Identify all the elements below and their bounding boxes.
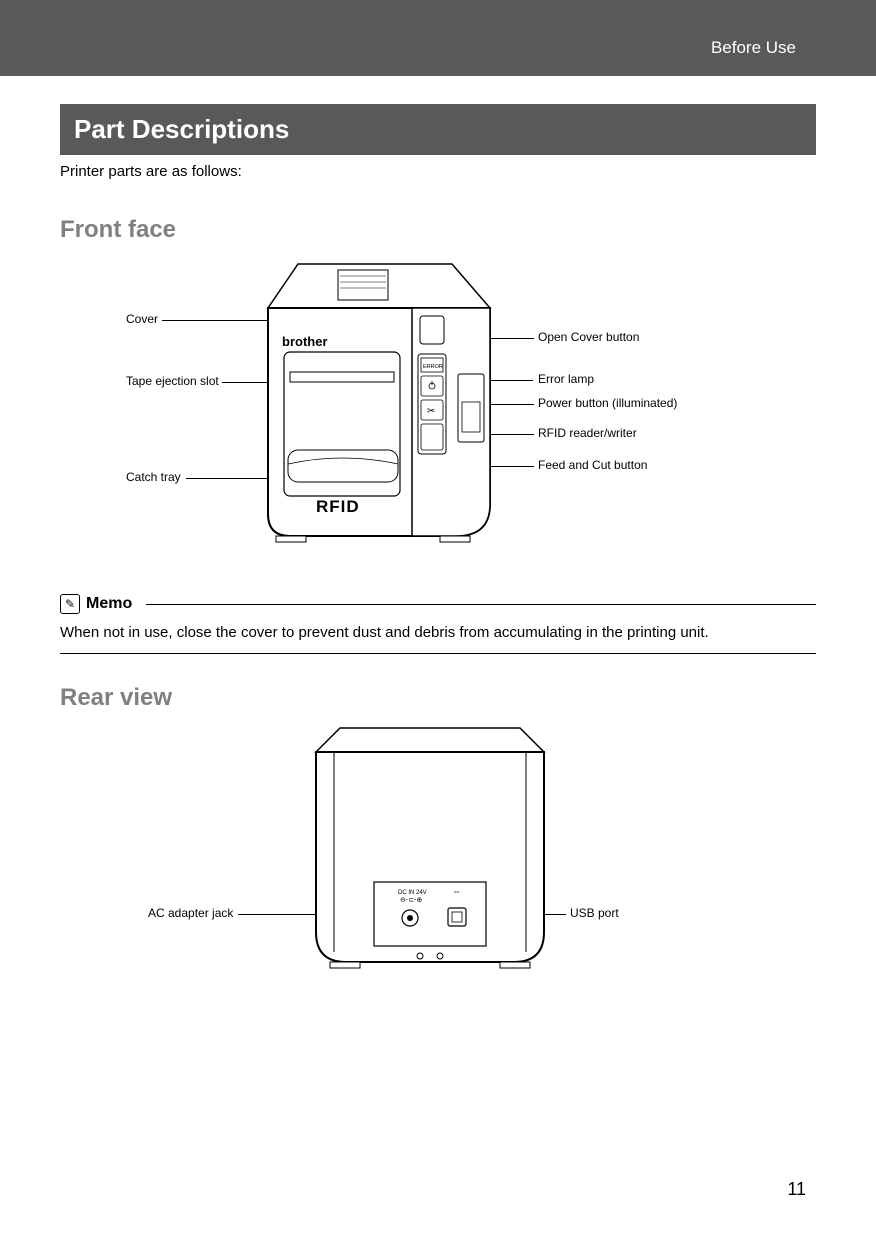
front-diagram: Cover Tape ejection slot Catch tray Open… — [60, 254, 816, 574]
page-header: Before Use — [0, 0, 876, 76]
svg-text:✂: ✂ — [427, 406, 435, 417]
svg-text:⇔: ⇔ — [452, 886, 461, 896]
intro-text: Printer parts are as follows: — [60, 163, 816, 180]
rfid-logo: RFID — [316, 497, 360, 516]
label-error-lamp: Error lamp — [538, 372, 594, 386]
label-open-cover: Open Cover button — [538, 330, 639, 344]
label-power-button: Power button (illuminated) — [538, 396, 677, 410]
label-cover: Cover — [126, 312, 158, 326]
rear-view-heading: Rear view — [60, 684, 816, 712]
label-usb: USB port — [570, 906, 619, 920]
rear-diagram: AC adapter jack USB port DC IN 24V ⊖-⊂-⊕… — [60, 722, 816, 982]
label-catch-tray: Catch tray — [126, 470, 181, 484]
memo-label: Memo — [86, 595, 132, 613]
label-tape-slot: Tape ejection slot — [126, 374, 219, 388]
label-ac-jack: AC adapter jack — [148, 906, 233, 920]
printer-rear-drawing: DC IN 24V ⊖-⊂-⊕ ⇔ — [300, 722, 560, 980]
memo-rule — [146, 604, 816, 605]
error-label-text: ERROR — [423, 364, 443, 370]
header-section-label: Before Use — [711, 38, 796, 58]
memo-header: ✎ Memo — [60, 594, 816, 614]
memo-icon: ✎ — [60, 594, 80, 614]
section-title: Part Descriptions — [60, 104, 816, 155]
dc-label: DC IN 24V — [398, 890, 427, 896]
memo-text: When not in use, close the cover to prev… — [60, 624, 816, 654]
brand-text: brother — [282, 334, 328, 349]
page-number: 11 — [787, 1179, 806, 1200]
svg-text:⊖-⊂-⊕: ⊖-⊂-⊕ — [400, 897, 422, 904]
memo-block: ✎ Memo When not in use, close the cover … — [60, 594, 816, 654]
front-face-heading: Front face — [60, 216, 816, 244]
label-feed-cut: Feed and Cut button — [538, 458, 647, 472]
label-rfid: RFID reader/writer — [538, 426, 637, 440]
page-content: Part Descriptions Printer parts are as f… — [0, 76, 876, 982]
printer-front-drawing: brother RFID ERROR ✂ — [240, 254, 532, 558]
